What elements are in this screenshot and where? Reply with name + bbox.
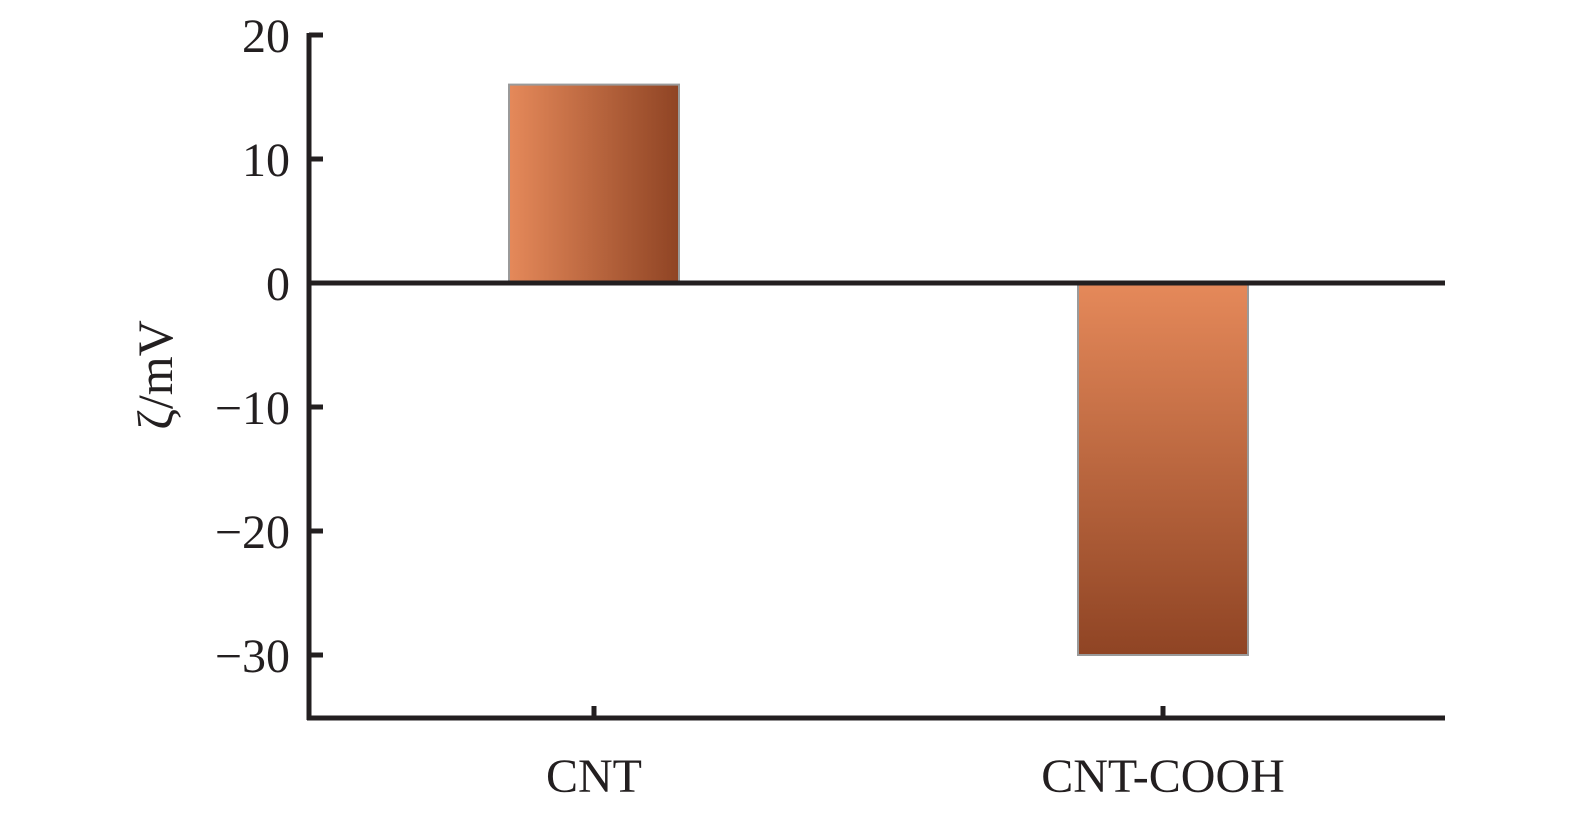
y-tick-label: −30: [215, 630, 290, 683]
bar-cnt-cooh: [1077, 282, 1249, 656]
y-tick-label: −20: [215, 506, 290, 559]
axes-group: [306, 33, 1445, 721]
x-tick-label: CNT: [546, 750, 642, 803]
bars-group: [508, 83, 1249, 656]
y-tick-label: −10: [215, 382, 290, 435]
y-tick-label: 20: [242, 10, 290, 63]
y-tick-label: 10: [242, 134, 290, 187]
x-tick-label: CNT-COOH: [1041, 750, 1285, 803]
bar-cnt: [508, 83, 680, 284]
y-axis-title: ζ/mV: [127, 320, 183, 430]
y-ticks-group: 20 10 0 −10 −20 −30: [215, 10, 323, 683]
y-tick-label: 0: [266, 258, 290, 311]
x-ticks-group: CNT CNT-COOH: [546, 706, 1285, 803]
